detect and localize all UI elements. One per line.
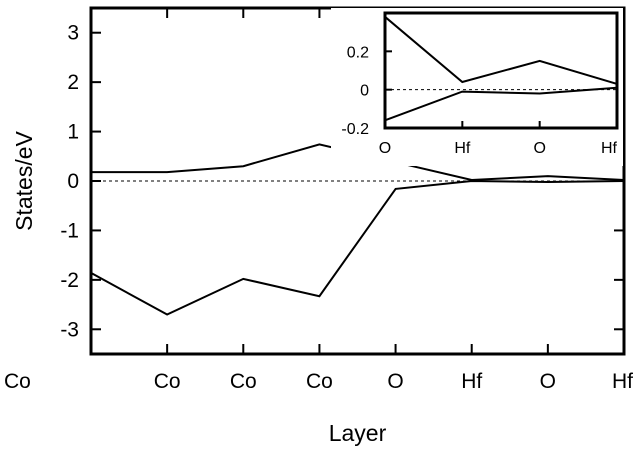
main-x-tick-label: O (540, 370, 556, 393)
main-x-tick-label: Hf (461, 370, 482, 393)
main-x-tick-label: Co (230, 370, 257, 393)
main-x-tick-label: Hf (612, 370, 633, 393)
main-series-group (90, 143, 625, 316)
main-x-tick-label: O (387, 370, 403, 393)
inset-x-tick-label: Hf (601, 140, 618, 157)
main-y-tick-label: 0 (67, 170, 79, 193)
main-y-tick-label: -2 (60, 269, 79, 292)
inset-y-ticks: -0.2 0 0.2 (341, 44, 392, 138)
inset-x-ticks: O Hf O Hf (379, 121, 618, 157)
inset-x-tick-label: O (379, 140, 391, 157)
inset-background (331, 8, 623, 166)
inset-x-tick-label: Hf (454, 140, 471, 157)
inset-x-tick-label: O (533, 140, 545, 157)
main-y-ticks: -3 -2 -1 0 1 2 3 (60, 22, 624, 341)
y-axis-title: States/eV (11, 130, 37, 230)
inset-series-line-1 (384, 16, 618, 85)
inset-plot-frame (383, 11, 619, 130)
main-y-tick-label: -1 (60, 219, 79, 242)
main-y-tick-label: 1 (67, 121, 79, 144)
main-x-tick-label: Co (306, 370, 333, 393)
inset-chart: -0.2 0 0.2 O Hf O Hf (331, 8, 623, 166)
main-series-line-2 (90, 179, 625, 316)
main-y-tick-label: 2 (67, 71, 79, 94)
inset-y-tick-label: -0.2 (341, 121, 369, 138)
main-y-tick-label: -3 (60, 318, 79, 341)
inset-series-line-2 (384, 86, 618, 122)
x-axis-title: Layer (329, 420, 387, 446)
main-x-tick-label: Co (4, 370, 31, 393)
main-chart: -3 -2 -1 0 1 2 3 Co Co Co Co O Hf O Hf Layer States/e… (4, 6, 633, 446)
main-y-tick-label: 3 (67, 22, 79, 45)
inset-series-group (384, 16, 618, 122)
main-x-ticks: Co Co Co Co O Hf O Hf (4, 8, 633, 393)
inset-y-tick-label: 0 (360, 83, 369, 100)
inset-y-tick-label: 0.2 (347, 44, 369, 61)
main-x-tick-label: Co (154, 370, 181, 393)
